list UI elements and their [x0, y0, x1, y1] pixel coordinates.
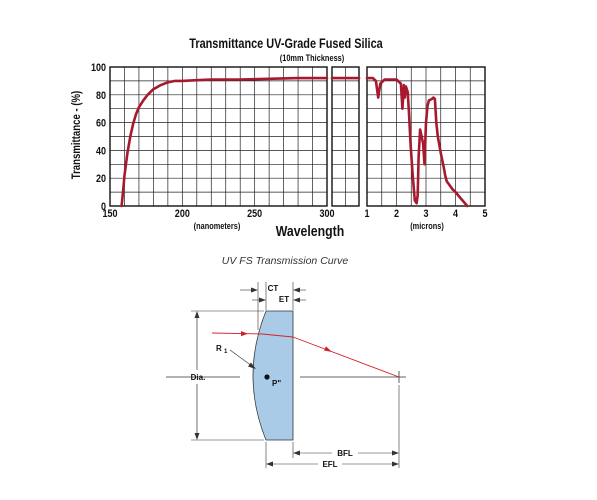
r1-leader-arrow — [248, 362, 256, 369]
efl-arrow-right — [392, 461, 399, 467]
dia-arrow-up — [194, 311, 200, 318]
ray-arrow-outgoing — [324, 346, 332, 352]
transmittance-curve — [365, 76, 469, 208]
x-tick-label: 200 — [175, 208, 190, 220]
lens-diagram: Dia. CT ET R 1 P — [166, 282, 406, 469]
transmittance-curve — [120, 76, 329, 208]
r1-label-text: R — [216, 344, 222, 353]
chart-panel-nanometers: 150 200 250 300 — [102, 66, 335, 220]
y-tick-label: 20 — [96, 173, 106, 185]
chart-subtitle: (10mm Thickness) — [280, 52, 345, 63]
y-tick-label: 80 — [96, 90, 106, 102]
efl-arrow-left — [266, 461, 273, 467]
ray-arrow-incoming — [241, 331, 248, 337]
plot-frame — [366, 66, 486, 207]
r1-label: R 1 — [216, 344, 228, 355]
r1-label-subscript: 1 — [224, 349, 228, 355]
unit-label-microns: (microns) — [410, 221, 444, 231]
ray-outgoing — [292, 336, 400, 378]
chart-title: Transmittance UV-Grade Fused Silica — [189, 36, 383, 52]
plot-frame — [331, 66, 360, 207]
principal-point-dot — [264, 374, 270, 380]
y-tick-labels: 0 20 40 60 80 100 — [91, 62, 106, 213]
x-tick-label: 1 — [364, 208, 369, 220]
bfl-label: BFL — [337, 449, 353, 458]
ray-inside — [261, 333, 294, 338]
dia-label: Dia. — [191, 373, 206, 382]
efl-label: EFL — [322, 460, 337, 469]
principal-point-label: P" — [272, 379, 281, 388]
x-tick-label: 300 — [319, 208, 334, 220]
et-arrow-right — [293, 297, 300, 303]
x-tick-label: 150 — [102, 208, 117, 220]
chart-panel-microns: 1 2 3 4 5 — [364, 66, 488, 220]
dia-arrow-down — [194, 433, 200, 440]
r1-leader — [229, 349, 253, 367]
y-tick-label: 0 — [101, 201, 106, 213]
ct-label: CT — [268, 284, 279, 293]
x-axis-label: Wavelength — [276, 223, 345, 239]
y-tick-label: 100 — [91, 62, 106, 74]
unit-label-nanometers: (nanometers) — [194, 221, 241, 231]
y-tick-label: 60 — [96, 118, 106, 130]
plano-convex-lens — [252, 310, 294, 441]
x-tick-label: 3 — [423, 208, 428, 220]
chart-panel-gap — [330, 66, 361, 207]
x-tick-label: 250 — [247, 208, 262, 220]
et-label: ET — [279, 295, 289, 304]
light-ray — [211, 331, 400, 378]
x-tick-label: 4 — [453, 208, 458, 220]
y-tick-label: 40 — [96, 146, 106, 158]
et-arrow — [259, 297, 266, 303]
ray-incoming — [211, 332, 263, 335]
bfl-arrow-left — [293, 450, 300, 456]
bfl-arrow-right — [392, 450, 399, 456]
plot-frame — [109, 66, 328, 207]
ct-arrow — [251, 287, 258, 293]
x-tick-label: 5 — [482, 208, 487, 220]
x-tick-label: 2 — [394, 208, 399, 220]
figure-caption: UV FS Transmission Curve — [222, 255, 349, 267]
ct-arrow-right — [293, 287, 300, 293]
y-axis-label: Transmittance - (%) — [70, 90, 83, 179]
